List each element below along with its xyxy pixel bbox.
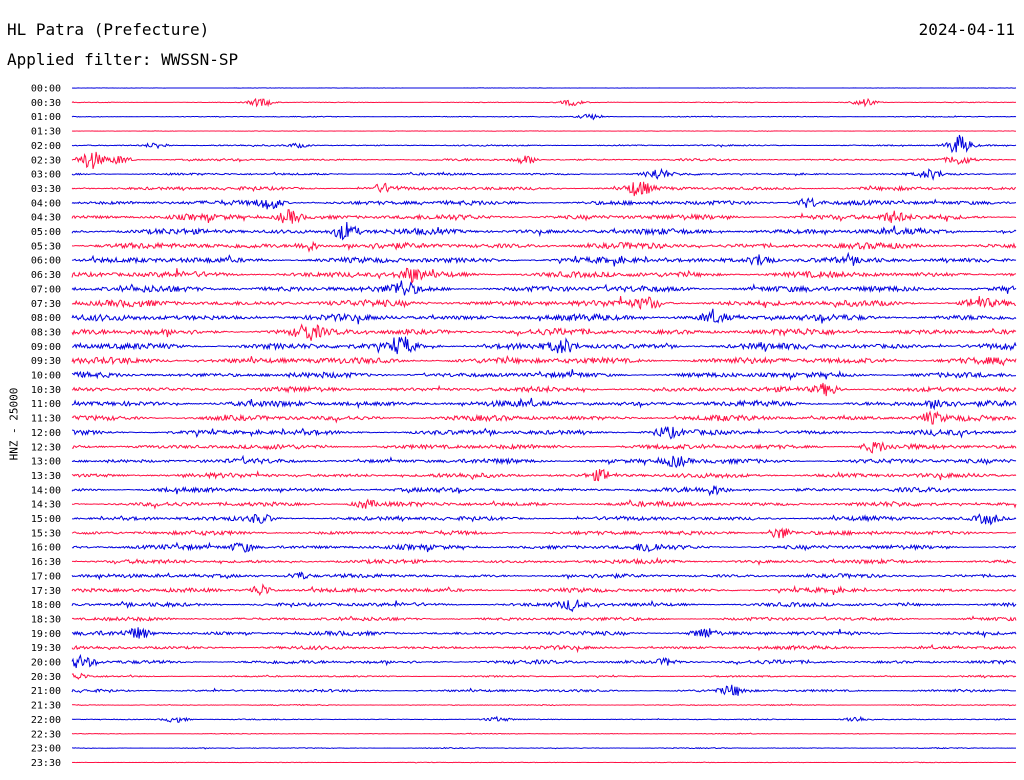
trace-1330 <box>71 468 1017 482</box>
row-label-0400: 04:00 <box>31 198 61 209</box>
trace-0830 <box>71 323 1017 341</box>
row-label-1700: 17:00 <box>31 571 61 582</box>
row-label-2130: 21:30 <box>31 701 61 712</box>
trace-0630 <box>71 267 1017 285</box>
row-label-1400: 14:00 <box>31 485 61 496</box>
row-label-1200: 12:00 <box>31 428 61 439</box>
trace-0030 <box>71 97 1017 108</box>
trace-1200 <box>71 426 1017 440</box>
row-label-1500: 15:00 <box>31 514 61 525</box>
trace-0430 <box>71 209 1017 224</box>
trace-0700 <box>71 280 1017 296</box>
trace-0900 <box>71 336 1017 355</box>
row-label-0730: 07:30 <box>31 299 61 310</box>
row-label-2000: 20:00 <box>31 658 61 669</box>
trace-0930 <box>71 354 1017 367</box>
row-label-1600: 16:00 <box>31 543 61 554</box>
trace-0800 <box>71 308 1017 325</box>
trace-0400 <box>71 197 1017 210</box>
row-label-1300: 13:00 <box>31 457 61 468</box>
trace-0100 <box>71 113 1017 121</box>
row-label-1830: 18:30 <box>31 614 61 625</box>
trace-0300 <box>71 167 1017 181</box>
trace-1700 <box>71 571 1017 581</box>
trace-1530 <box>71 527 1017 539</box>
trace-2330 <box>71 761 1017 764</box>
trace-1930 <box>71 643 1017 654</box>
trace-2130 <box>71 703 1017 707</box>
trace-0600 <box>71 251 1017 267</box>
trace-1500 <box>71 513 1017 526</box>
row-label-0800: 08:00 <box>31 313 61 324</box>
trace-2230 <box>71 732 1017 735</box>
row-label-0230: 02:30 <box>31 155 61 166</box>
trace-1000 <box>71 369 1017 381</box>
row-label-1030: 10:30 <box>31 385 61 396</box>
trace-2300 <box>71 746 1017 750</box>
trace-1900 <box>71 627 1017 639</box>
row-label-1800: 18:00 <box>31 600 61 611</box>
row-label-1530: 15:30 <box>31 528 61 539</box>
row-label-0530: 05:30 <box>31 241 61 252</box>
row-label-0830: 08:30 <box>31 327 61 338</box>
trace-1800 <box>71 599 1017 613</box>
row-label-1000: 10:00 <box>31 371 61 382</box>
row-label-1330: 13:30 <box>31 471 61 482</box>
row-label-1230: 12:30 <box>31 442 61 453</box>
row-label-0930: 09:30 <box>31 356 61 367</box>
row-label-0600: 06:00 <box>31 256 61 267</box>
trace-1600 <box>71 541 1017 553</box>
trace-0130 <box>71 130 1017 132</box>
row-label-1130: 11:30 <box>31 414 61 425</box>
trace-0530 <box>71 240 1017 253</box>
row-label-0100: 01:00 <box>31 112 61 123</box>
row-label-1100: 11:00 <box>31 399 61 410</box>
station-title: HL Patra (Prefecture) <box>7 20 210 39</box>
date-label: 2024-04-11 <box>918 20 1015 39</box>
row-label-0430: 04:30 <box>31 213 61 224</box>
row-label-1900: 19:00 <box>31 629 61 640</box>
filter-label: Applied filter: WWSSN-SP <box>7 50 239 69</box>
row-label-2030: 20:30 <box>31 672 61 683</box>
row-label-0330: 03:30 <box>31 184 61 195</box>
row-label-1430: 14:30 <box>31 500 61 511</box>
trace-0330 <box>71 181 1017 197</box>
trace-1630 <box>71 556 1017 566</box>
row-label-0500: 05:00 <box>31 227 61 238</box>
row-label-0700: 07:00 <box>31 284 61 295</box>
trace-1430 <box>71 498 1017 510</box>
trace-2100 <box>71 684 1017 696</box>
row-label-1730: 17:30 <box>31 586 61 597</box>
trace-1830 <box>71 615 1017 623</box>
row-label-1630: 16:30 <box>31 557 61 568</box>
row-label-0630: 06:30 <box>31 270 61 281</box>
trace-1030 <box>71 382 1017 397</box>
trace-0230 <box>71 151 1017 169</box>
row-label-0030: 00:30 <box>31 98 61 109</box>
trace-2030 <box>71 672 1017 680</box>
row-label-2230: 22:30 <box>31 729 61 740</box>
trace-1130 <box>71 410 1017 425</box>
row-label-2100: 21:00 <box>31 686 61 697</box>
row-label-0130: 01:30 <box>31 127 61 138</box>
row-label-1930: 19:30 <box>31 643 61 654</box>
trace-2000 <box>71 653 1017 669</box>
trace-1100 <box>71 397 1017 411</box>
trace-1300 <box>71 454 1017 469</box>
row-label-0300: 03:00 <box>31 170 61 181</box>
row-label-0000: 00:00 <box>31 84 61 95</box>
trace-1730 <box>71 583 1017 597</box>
trace-0200 <box>71 134 1017 154</box>
row-label-2330: 23:30 <box>31 758 61 769</box>
trace-2200 <box>71 715 1017 723</box>
row-label-0900: 09:00 <box>31 342 61 353</box>
trace-1400 <box>71 485 1017 497</box>
trace-0500 <box>71 222 1017 241</box>
row-label-0200: 02:00 <box>31 141 61 152</box>
row-label-2200: 22:00 <box>31 715 61 726</box>
trace-0730 <box>71 295 1017 311</box>
row-label-2300: 23:00 <box>31 744 61 755</box>
trace-1230 <box>71 441 1017 454</box>
